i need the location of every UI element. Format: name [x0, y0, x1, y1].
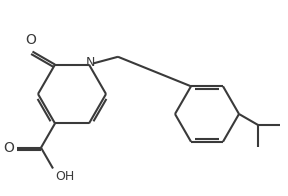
Text: N: N — [85, 56, 95, 69]
Text: O: O — [3, 141, 14, 155]
Text: O: O — [25, 33, 36, 47]
Text: OH: OH — [55, 171, 74, 183]
